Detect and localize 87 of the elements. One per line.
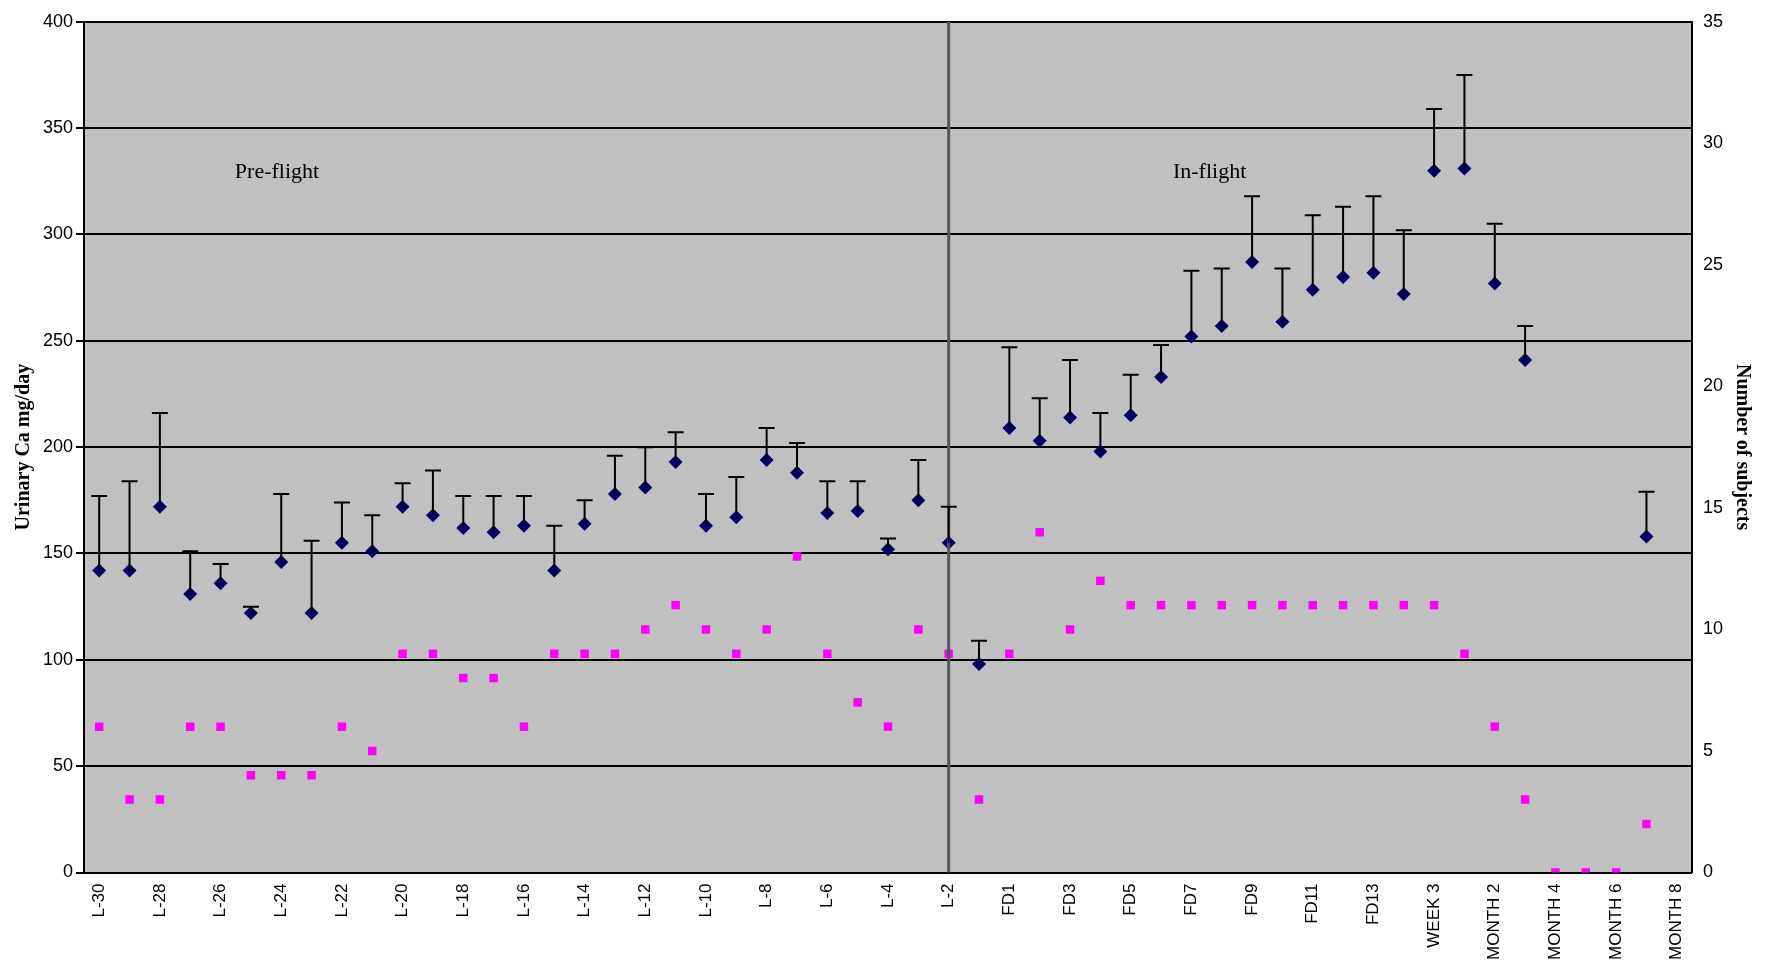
y2-axis-title: Number of subjects (1731, 364, 1755, 531)
point (823, 649, 832, 658)
point (1278, 600, 1287, 610)
point (1065, 625, 1075, 634)
y2-tick-label: 20 (1702, 375, 1724, 396)
point (94, 722, 104, 731)
x-tick-label: FD11 (1302, 883, 1322, 924)
x-tick-label: L-20 (392, 883, 412, 918)
x-tick-label: L-26 (210, 883, 230, 918)
x-tick-label: L-28 (149, 883, 169, 918)
point (1035, 527, 1044, 537)
x-tick-label: MONTH 4 (1545, 883, 1565, 960)
y-tick-label: 300 (42, 223, 74, 244)
y-axis-title: Urinary Ca mg/day (11, 363, 35, 531)
point (276, 771, 286, 780)
point (1642, 819, 1651, 829)
x-tick-label: L-24 (270, 883, 290, 918)
x-tick-label: L-4 (877, 883, 897, 909)
point (185, 722, 195, 731)
x-tick-label: MONTH 6 (1605, 883, 1625, 960)
y-tick-label: 100 (42, 648, 74, 669)
point (1460, 649, 1469, 658)
point (853, 698, 862, 707)
x-tick-label: FD13 (1363, 883, 1383, 926)
x-tick-label: FD3 (1059, 883, 1079, 916)
point (125, 795, 134, 804)
point (337, 722, 347, 731)
point (762, 625, 771, 634)
x-tick-label: L-18 (452, 883, 472, 918)
point (246, 771, 256, 780)
x-tick-label: L-12 (634, 883, 654, 918)
y-tick-label: 250 (42, 329, 74, 350)
y2-tick-label: 15 (1702, 496, 1724, 517)
x-tick-label: L-30 (88, 883, 108, 918)
x-tick-label: FD1 (999, 883, 1019, 916)
point (701, 625, 711, 634)
point (550, 649, 559, 658)
point (1217, 600, 1226, 610)
x-tick-label: L-6 (817, 883, 837, 909)
y-tick-label: 200 (42, 436, 74, 457)
x-tick-label: L-8 (756, 883, 776, 909)
point (974, 795, 984, 804)
point (671, 600, 680, 610)
point (1126, 600, 1135, 610)
x-tick-label: MONTH 2 (1484, 883, 1504, 960)
point (1490, 722, 1500, 731)
point (489, 673, 498, 683)
y2-tick-label: 25 (1702, 253, 1724, 274)
point (155, 795, 165, 804)
point (307, 771, 316, 780)
point (398, 649, 407, 658)
y-tick-label: 0 (63, 861, 74, 882)
annotation: Pre-flight (234, 157, 320, 183)
y-tick-label: 150 (42, 542, 74, 563)
point (580, 649, 589, 658)
point (914, 625, 923, 634)
y-tick-label: 350 (42, 117, 74, 138)
x-tick-label: WEEK 3 (1423, 883, 1443, 948)
x-tick-label: FD9 (1241, 883, 1261, 916)
point (732, 649, 741, 658)
y-tick-label: 50 (53, 755, 74, 776)
point (216, 722, 225, 731)
point (1096, 576, 1105, 586)
y2-tick-label: 10 (1702, 618, 1724, 639)
annotation: In-flight (1172, 157, 1247, 183)
x-tick-label: L-22 (331, 883, 351, 918)
y-tick-label: 400 (42, 10, 74, 31)
point (792, 552, 802, 561)
point (459, 673, 468, 683)
point (519, 722, 529, 731)
y2-tick-label: 0 (1702, 861, 1713, 882)
y2-tick-label: 30 (1702, 132, 1724, 153)
x-tick-label: L-10 (695, 883, 715, 918)
x-tick-label: FD5 (1120, 883, 1140, 916)
y2-tick-label: 35 (1702, 10, 1724, 31)
x-tick-label: MONTH 8 (1666, 883, 1686, 960)
point (1005, 649, 1014, 658)
x-tick-label: L-14 (574, 883, 594, 918)
point (641, 625, 650, 634)
x-tick-label: L-2 (938, 883, 958, 909)
point (1187, 600, 1196, 610)
point (883, 722, 893, 731)
x-tick-label: L-16 (513, 883, 533, 918)
point (1520, 795, 1530, 804)
point (1369, 600, 1378, 610)
y2-tick-label: 5 (1702, 739, 1713, 760)
x-tick-label: FD7 (1181, 883, 1201, 916)
